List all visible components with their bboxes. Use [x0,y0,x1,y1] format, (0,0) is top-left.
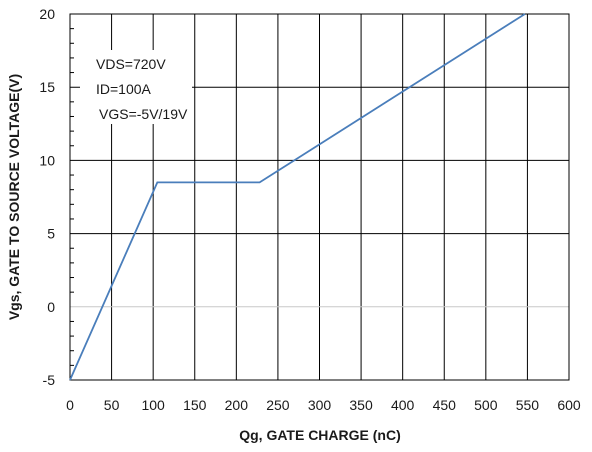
y-tick-label: 10 [39,152,55,168]
y-tick-label: 5 [47,226,55,242]
x-tick-label: 450 [433,397,457,413]
annotation-id: ID=100A [96,81,152,97]
axes [69,13,570,381]
y-tick-label: 0 [47,299,55,315]
x-tick-label: 550 [516,397,540,413]
x-tick-label: 150 [183,397,207,413]
y-axis-title: Vgs, GATE TO SOURCE VOLTAGE(V) [6,74,22,320]
x-tick-label: 350 [349,397,373,413]
x-tick-label: 500 [474,397,498,413]
series-layer [69,13,526,381]
annotation-background [80,50,192,124]
tick-labels: 0 50 100 150 200 250 300 350 400 450 500 550 600 -5 0 5… [39,6,580,413]
x-tick-label: 50 [104,397,120,413]
y-tick-label: -5 [43,372,56,388]
x-tick-label: 0 [66,397,74,413]
annotation-block: VDS=720V ID=100A VGS=-5V/19V [80,50,192,124]
series-line [69,13,526,381]
x-tick-label: 400 [391,397,415,413]
x-tick-label: 300 [308,397,332,413]
annotation-vgs: VGS=-5V/19V [99,106,188,122]
x-tick-label: 100 [141,397,165,413]
annotation-vds: VDS=720V [96,56,166,72]
plot-frame [69,13,570,381]
y-tick-label: 20 [39,6,55,22]
x-tick-label: 600 [557,397,581,413]
x-tick-label: 200 [225,397,249,413]
y-tick-label: 15 [39,79,55,95]
grid [70,13,569,380]
x-axis-title: Qg, GATE CHARGE (nC) [239,427,401,443]
x-tick-label: 250 [266,397,290,413]
